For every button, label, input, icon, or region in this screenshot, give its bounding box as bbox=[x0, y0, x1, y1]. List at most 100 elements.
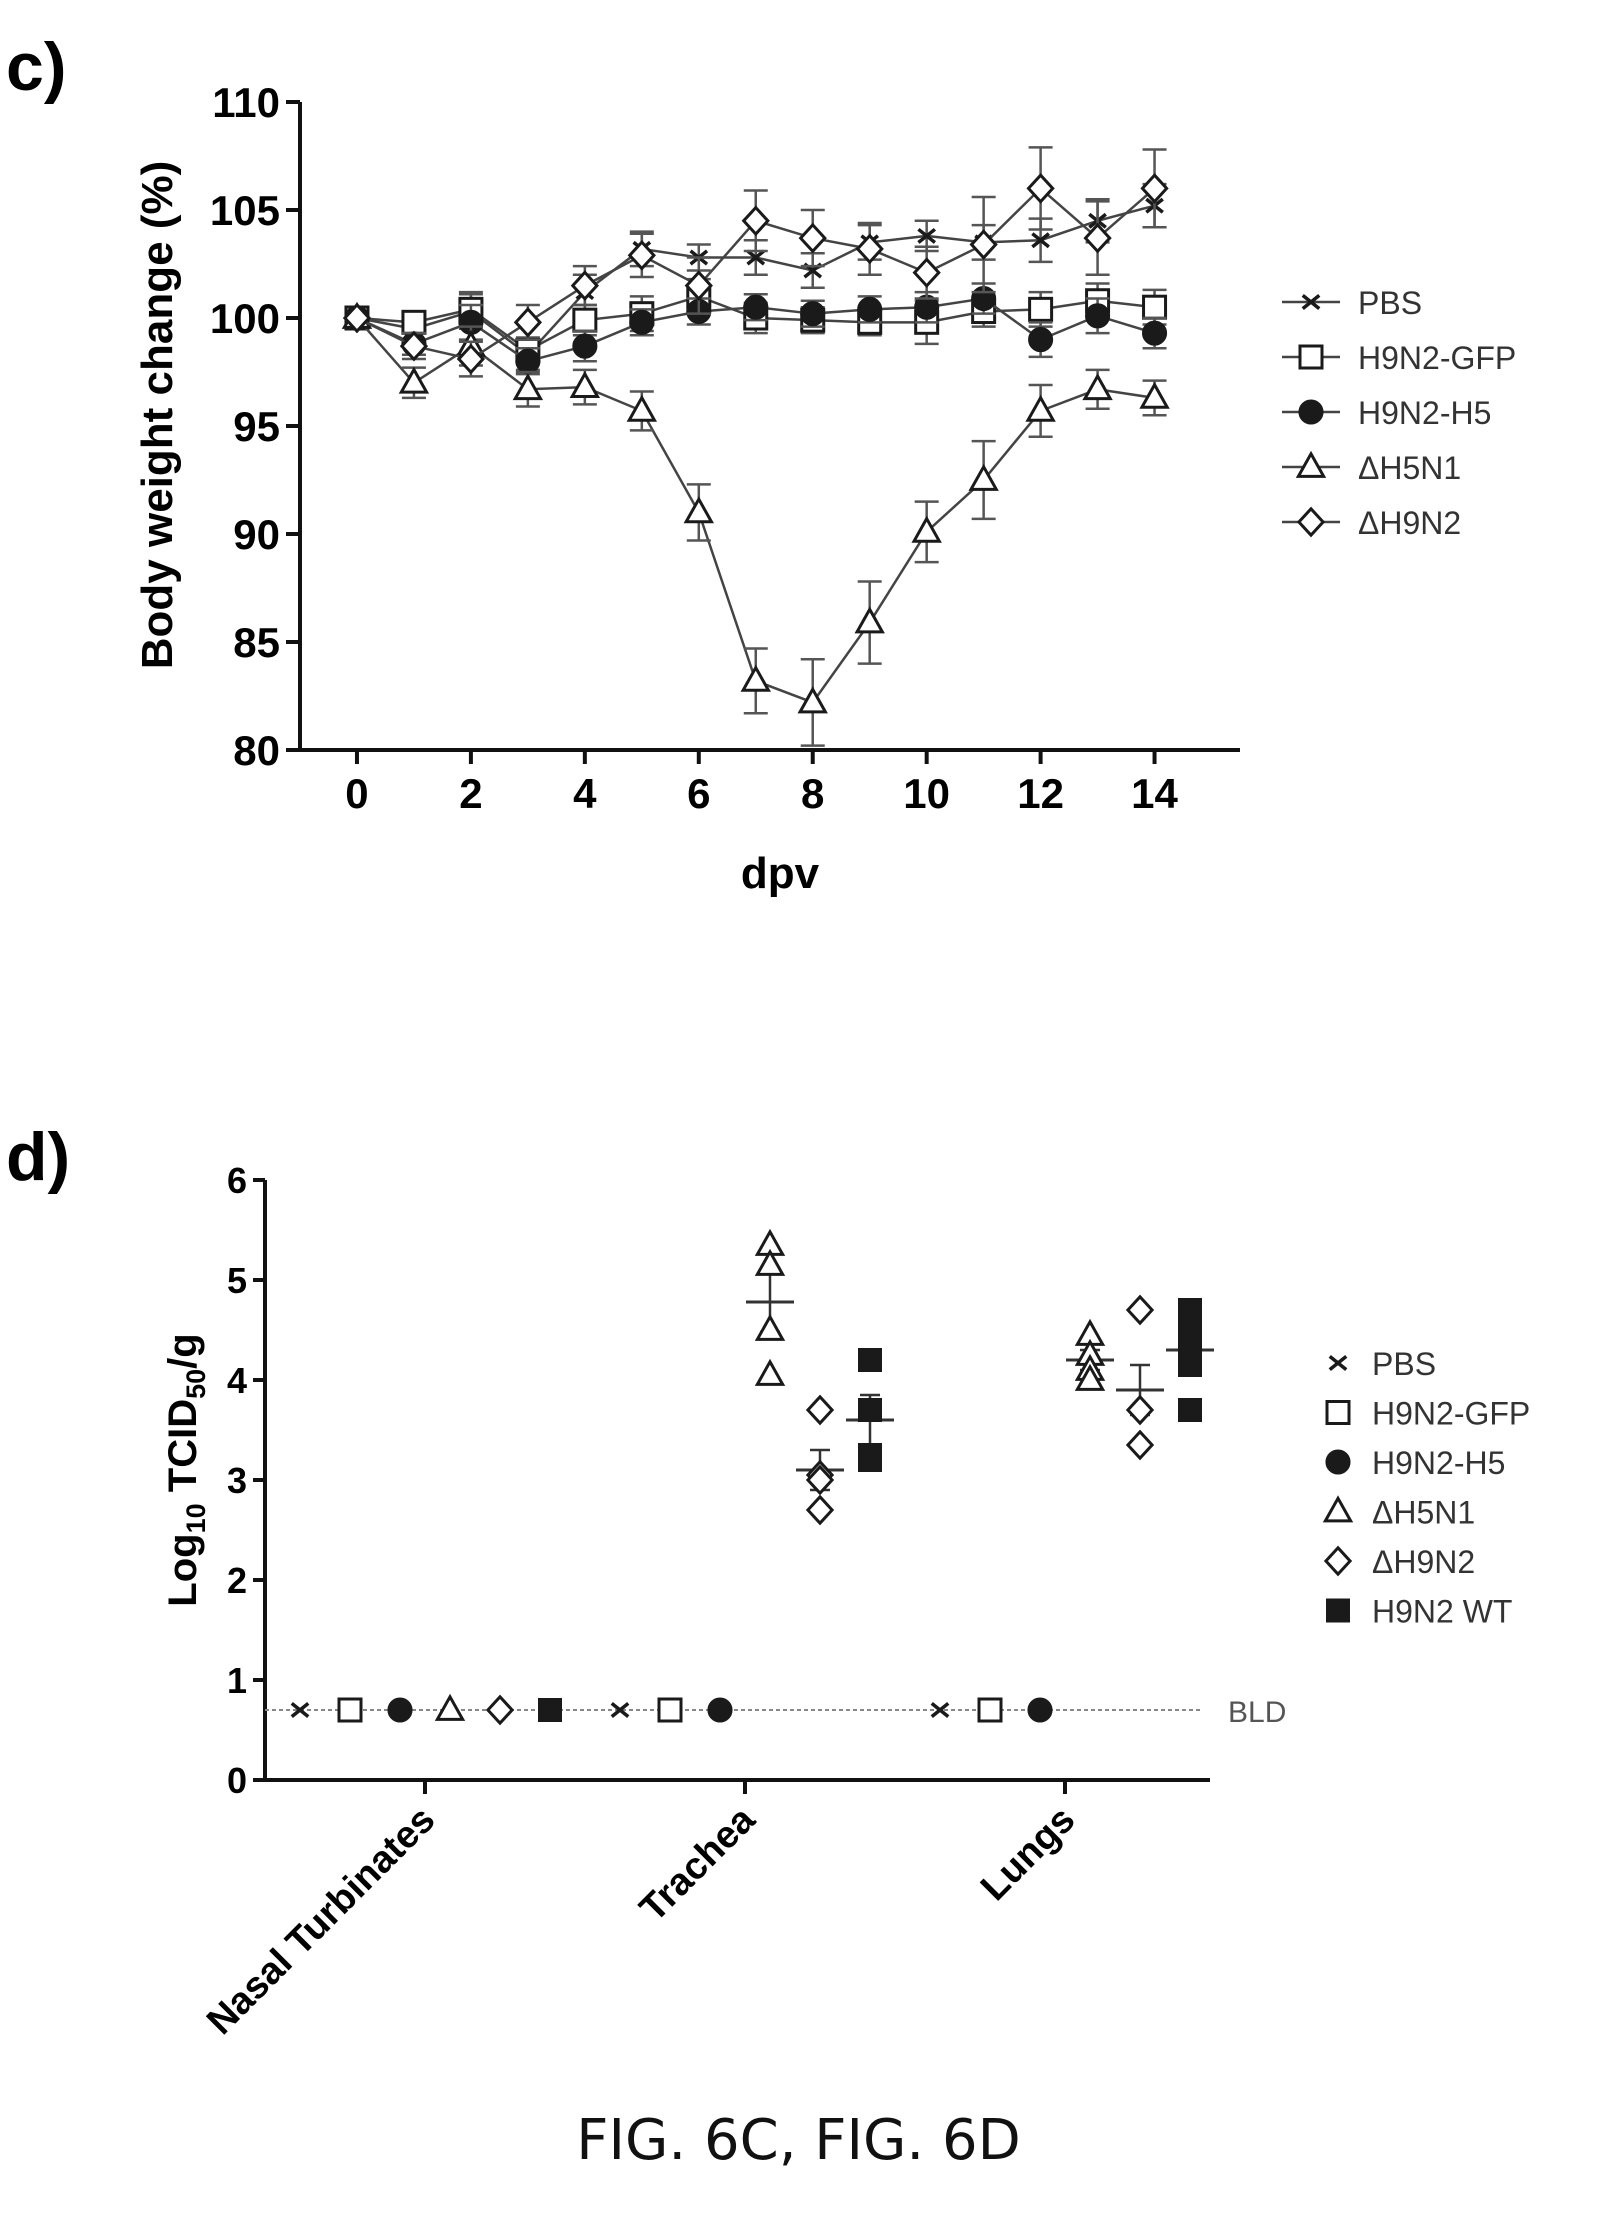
x-tick-label: Trachea bbox=[632, 1798, 764, 1930]
legend-label: H9N2-H5 bbox=[1372, 1445, 1505, 1481]
data-point bbox=[684, 270, 713, 302]
data-point bbox=[1085, 303, 1111, 329]
x-tick-label: 6 bbox=[687, 770, 710, 817]
ylabel-subscript: 10 bbox=[181, 1503, 211, 1533]
series-4 bbox=[485, 1294, 1164, 1726]
data-point bbox=[977, 1697, 1003, 1723]
data-point bbox=[797, 686, 828, 714]
data-point bbox=[290, 1702, 310, 1718]
y-tick-label: 5 bbox=[227, 1260, 247, 1301]
data-point bbox=[1074, 1363, 1106, 1391]
x-tick-label: Lungs bbox=[973, 1799, 1083, 1909]
data-point bbox=[1141, 320, 1168, 346]
legend-marker bbox=[1296, 506, 1326, 538]
legend-marker bbox=[1326, 1598, 1350, 1623]
y-tick-label: 85 bbox=[233, 619, 280, 666]
marker-stroke bbox=[917, 227, 937, 244]
data-point bbox=[912, 257, 941, 289]
data-point bbox=[629, 309, 655, 335]
data-point bbox=[1027, 1697, 1053, 1723]
data-point bbox=[743, 294, 769, 320]
marker-stroke bbox=[930, 1702, 950, 1718]
data-point bbox=[683, 496, 714, 524]
marker-stroke bbox=[1031, 232, 1050, 249]
data-point bbox=[1083, 222, 1112, 254]
marker-stroke bbox=[1328, 1355, 1348, 1371]
data-point bbox=[627, 239, 656, 271]
data-point bbox=[968, 463, 999, 491]
data-point bbox=[740, 664, 771, 692]
marker-stroke bbox=[1301, 294, 1321, 310]
legend-label: ΔH9N2 bbox=[1372, 1544, 1475, 1580]
data-point bbox=[800, 301, 826, 327]
panel-c-legend: PBS H9N2-GFP H9N2-H5 ΔH5N1 ΔH9N2 bbox=[1282, 285, 1516, 541]
data-point bbox=[746, 249, 766, 266]
data-point bbox=[337, 1697, 363, 1723]
data-point bbox=[798, 222, 827, 254]
data-point bbox=[754, 1358, 786, 1386]
data-point bbox=[1028, 296, 1054, 322]
y-tick-label: 4 bbox=[227, 1360, 247, 1401]
y-tick-label: 110 bbox=[212, 79, 280, 126]
y-tick-label: 2 bbox=[227, 1560, 247, 1601]
data-point bbox=[626, 394, 658, 422]
data-point bbox=[456, 343, 486, 375]
data-point bbox=[572, 307, 598, 333]
data-point bbox=[741, 205, 770, 237]
data-point bbox=[1142, 294, 1168, 320]
legend-marker bbox=[1301, 294, 1321, 310]
y-tick-label: 90 bbox=[233, 511, 280, 558]
data-point bbox=[401, 309, 427, 335]
y-tick-label: 1 bbox=[227, 1660, 247, 1701]
marker-stroke bbox=[290, 1702, 310, 1718]
data-point bbox=[657, 1697, 683, 1723]
data-point bbox=[805, 1494, 835, 1526]
data-point bbox=[754, 1248, 786, 1276]
x-tick-label: 10 bbox=[903, 770, 950, 817]
panel-c: c) 80 85 90 95 100 105 110 0 2 4 6 8 10 12 14 Body wei… bbox=[6, 29, 1516, 898]
data-point bbox=[911, 515, 942, 543]
x-tick-label: 14 bbox=[1131, 770, 1178, 817]
data-point bbox=[512, 373, 544, 401]
data-point bbox=[485, 1694, 515, 1726]
series-2 bbox=[387, 1697, 1053, 1723]
data-point bbox=[805, 1394, 835, 1426]
reference-line-label: BLD bbox=[1228, 1696, 1286, 1729]
series-0 bbox=[290, 1702, 950, 1718]
marker-stroke bbox=[746, 249, 766, 266]
data-point bbox=[1125, 1394, 1155, 1426]
data-point bbox=[569, 370, 601, 398]
legend-label: ΔH9N2 bbox=[1358, 505, 1461, 541]
marker-stroke bbox=[610, 1702, 630, 1718]
data-point bbox=[1025, 394, 1056, 422]
x-tick-label: 0 bbox=[345, 770, 368, 817]
panel-d-ylabel: Log10 TCID50/g bbox=[161, 1333, 211, 1606]
panel-d: d) 0 1 2 3 4 5 6 BLD Nasal Turbinates Trachea Lung… bbox=[6, 1119, 1530, 2043]
legend-marker bbox=[1298, 399, 1324, 425]
data-point bbox=[1178, 1313, 1202, 1337]
legend-label: ΔH5N1 bbox=[1358, 450, 1461, 486]
y-tick-label: 0 bbox=[227, 1760, 247, 1801]
legend-label: PBS bbox=[1372, 1346, 1436, 1382]
x-tick-label: 12 bbox=[1017, 770, 1064, 817]
legend-label: H9N2-GFP bbox=[1372, 1396, 1530, 1432]
legend-marker bbox=[1325, 1449, 1351, 1475]
data-point bbox=[1140, 172, 1169, 204]
data-point bbox=[855, 233, 884, 265]
data-point bbox=[858, 1448, 882, 1472]
ylabel-part: TCID bbox=[161, 1399, 205, 1503]
x-tick-label: 2 bbox=[459, 770, 482, 817]
series-5 bbox=[538, 1298, 1214, 1722]
panel-c-ylabel: Body weight change (%) bbox=[133, 161, 182, 669]
x-tick-label: 8 bbox=[801, 770, 824, 817]
data-point bbox=[1178, 1398, 1202, 1422]
data-point bbox=[1139, 381, 1170, 409]
data-point bbox=[1082, 373, 1113, 401]
series-4 bbox=[342, 146, 1169, 378]
data-point bbox=[1178, 1353, 1202, 1377]
data-point bbox=[572, 333, 598, 359]
data-point bbox=[570, 270, 599, 302]
y-tick-label: 100 bbox=[210, 295, 280, 342]
ylabel-part: Log bbox=[161, 1533, 205, 1606]
